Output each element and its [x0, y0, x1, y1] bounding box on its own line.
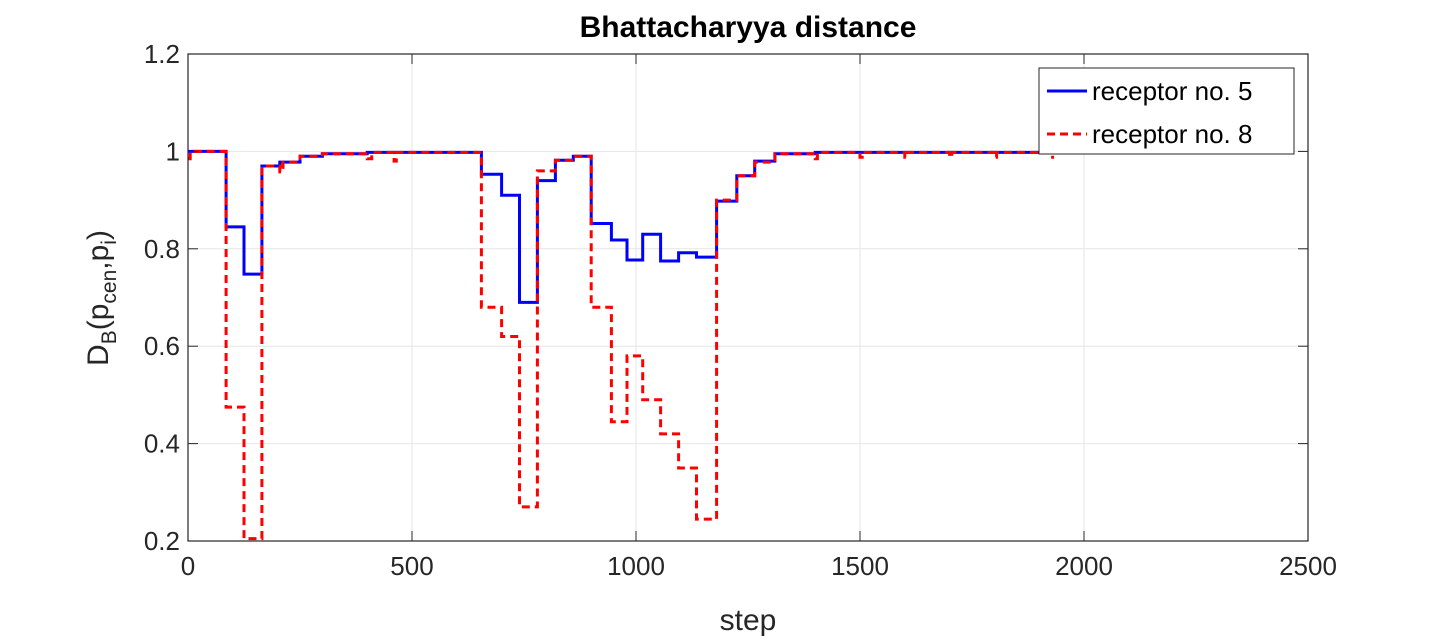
series-line-receptor-no-8 — [188, 149, 1055, 541]
x-tick-label: 2000 — [1055, 551, 1113, 581]
axes-box — [187, 53, 1309, 542]
x-tick-label: 1500 — [831, 551, 889, 581]
y-tick-label: 0.4 — [144, 429, 180, 459]
legend-label-receptor-5: receptor no. 5 — [1092, 76, 1252, 106]
y-axis-label-main: D — [82, 344, 115, 366]
y-tick-label: 0.8 — [144, 234, 180, 264]
x-tick-label: 2500 — [1279, 551, 1337, 581]
y-axis-label: DB(pcen,pi) — [82, 230, 121, 366]
y-tick-label: 1 — [166, 136, 180, 166]
y-axis-label-sub-cen: cen — [98, 270, 121, 304]
chart-title: Bhattacharyya distance — [580, 11, 917, 44]
y-tick-label: 0.2 — [144, 526, 180, 556]
y-tick-label: 1.2 — [144, 39, 180, 69]
legend: receptor no. 5 receptor no. 8 — [1038, 67, 1295, 155]
y-axis-label-open: (p — [82, 304, 115, 331]
ticks: 0 500 1000 1500 2000 2500 0.2 0.4 0.6 0.8 1 1.2 — [144, 39, 1337, 581]
y-axis-label-sub-b: B — [98, 330, 121, 344]
y-axis-label-sub-i: i — [98, 240, 121, 245]
series-layer — [188, 149, 1064, 541]
x-tick-label: 1000 — [607, 551, 665, 581]
y-axis-label-close: ) — [82, 230, 115, 240]
y-axis-label-mid: ,p — [82, 245, 115, 270]
x-tick-label: 500 — [390, 551, 433, 581]
y-tick-label: 0.6 — [144, 331, 180, 361]
legend-label-receptor-8: receptor no. 8 — [1092, 119, 1252, 149]
x-axis-label: step — [720, 604, 777, 637]
legend-box — [1038, 67, 1295, 155]
x-tick-label: 0 — [181, 551, 195, 581]
